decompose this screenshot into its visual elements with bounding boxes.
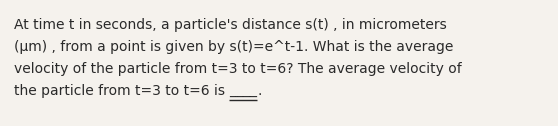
Text: ____: ____ xyxy=(229,84,257,98)
Text: (μm) , from a point is given by s(t)=e^t-1. What is the average: (μm) , from a point is given by s(t)=e^t… xyxy=(14,40,453,54)
Text: At time t in seconds, a particle's distance s(t) , in micrometers: At time t in seconds, a particle's dista… xyxy=(14,18,447,32)
Text: the particle from t=3 to t=6 is: the particle from t=3 to t=6 is xyxy=(14,84,229,98)
Text: .: . xyxy=(257,84,262,98)
Text: velocity of the particle from t=3 to t=6? The average velocity of: velocity of the particle from t=3 to t=6… xyxy=(14,62,462,76)
